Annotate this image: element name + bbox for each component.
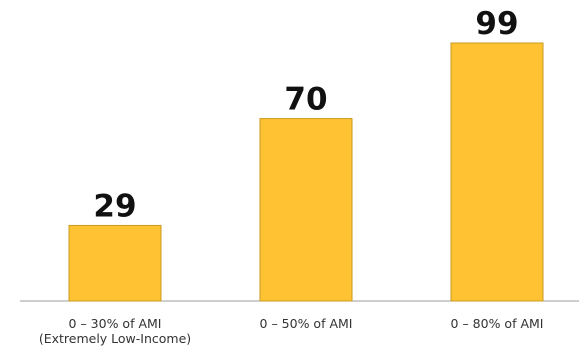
bar-3 (450, 42, 544, 302)
value-label-3: 99 (475, 6, 518, 42)
bar-1 (68, 224, 162, 302)
category-label-3: 0 – 80% of AMI (451, 316, 544, 331)
category-label-1-line-2: (Extremely Low-Income) (39, 331, 191, 346)
bars-group (68, 42, 544, 302)
category-label-1-line-1: 0 – 30% of AMI (69, 316, 162, 331)
category-labels-group: 0 – 30% of AMI(Extremely Low-Income) 0 – … (39, 316, 544, 346)
value-label-1: 29 (93, 188, 136, 224)
value-label-2: 70 (284, 82, 327, 118)
category-label-2: 0 – 50% of AMI (260, 316, 353, 331)
value-labels-group: 29 70 99 (93, 6, 518, 224)
bar-2 (259, 118, 353, 302)
